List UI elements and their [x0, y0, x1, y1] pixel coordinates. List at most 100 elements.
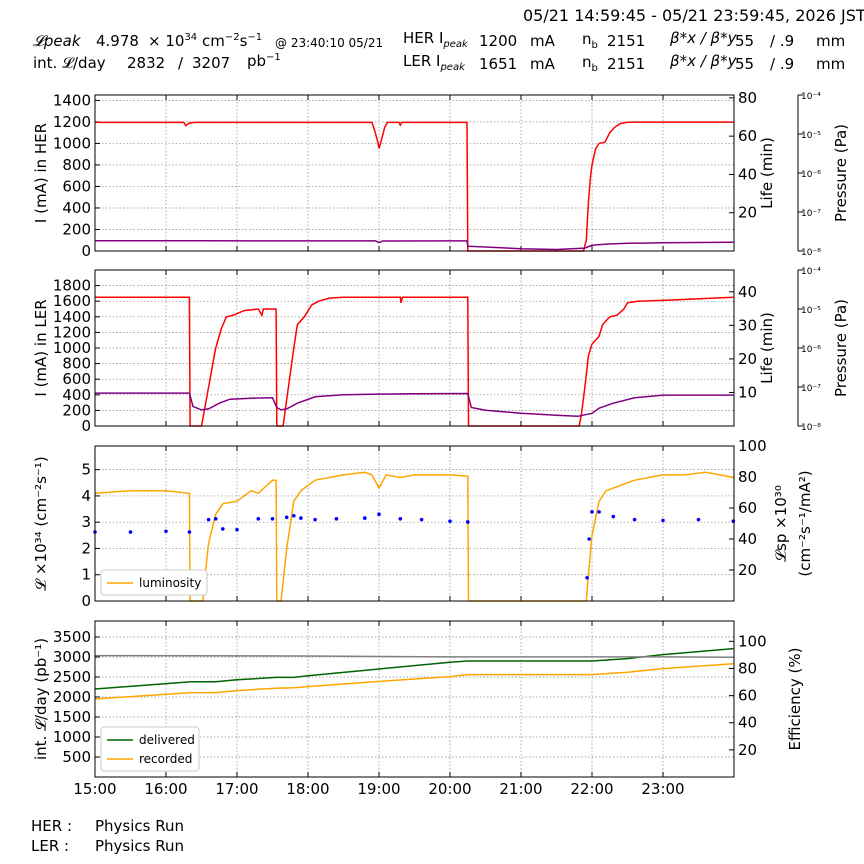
lumi-specific-point — [597, 510, 601, 514]
her-pressure-tick-label: 10⁻⁸ — [801, 248, 821, 258]
intlumi-xtick-label: 21:00 — [499, 780, 542, 798]
lumi-specific-point — [661, 518, 665, 523]
her-ytick-label: 1000 — [53, 134, 91, 152]
intlumi-xtick-label: 19:00 — [357, 780, 400, 798]
intl-unit: pb−1 — [247, 52, 281, 70]
lumi-y2label-unit: (cm⁻²s⁻¹/mA²) — [796, 470, 814, 576]
lumi-specific-point — [377, 512, 381, 516]
intlumi-ytick-label: 1500 — [53, 708, 91, 726]
her-nb-label: nb — [582, 30, 598, 51]
ler-beta-x: 55 — [735, 55, 755, 73]
her-y2label: Life (min) — [758, 137, 776, 209]
lpeak-value: 4.978 — [96, 32, 139, 50]
lumi-specific-point — [398, 517, 403, 521]
her-y2tick-label: 80 — [738, 89, 757, 107]
lumi-luminosity-line — [94, 471, 734, 602]
lumi-legend-label-luminosity: luminosity — [139, 576, 201, 590]
lumi-specific-point — [585, 575, 589, 580]
her-ytick-label: 600 — [62, 177, 91, 195]
ler-ylabel: I (mA) in LER — [32, 299, 50, 396]
ler-pressure-tick-label: 10⁻⁴ — [801, 267, 821, 277]
her-current-line — [95, 121, 734, 252]
ler-y2tick-label: 30 — [738, 316, 757, 334]
ler-ytick-label: 1800 — [53, 277, 91, 295]
lumi-y2tick-label: 80 — [738, 468, 757, 486]
ler-pressure-tick-label: 10⁻⁵ — [801, 306, 821, 316]
lumi-frame — [94, 445, 735, 602]
lumi-specific-point — [696, 517, 701, 522]
her-pressure-tick-label: 10⁻⁶ — [801, 170, 821, 180]
her-frame — [94, 94, 735, 252]
her-ylabel: I (mA) in HER — [32, 123, 50, 223]
her-beta-label: β*x / β*y — [670, 29, 737, 47]
ler-ytick-label: 400 — [62, 386, 91, 404]
intl-separator: / — [178, 54, 184, 72]
ler-ytick-label: 600 — [62, 370, 91, 388]
ler-ytick-label: 800 — [62, 355, 91, 373]
intlumi-ylabel: int. 𝓛/day (pb⁻¹) — [32, 638, 50, 760]
footer-ler-label: LER : — [31, 837, 70, 855]
intl-label: int. 𝓛/day — [33, 54, 106, 72]
lumi-specific-point — [334, 517, 339, 521]
her-nb-value: 2151 — [607, 32, 646, 50]
intlumi-y2tick-label: 80 — [738, 659, 757, 677]
her-y3label: Pressure (Pa) — [832, 124, 850, 222]
her-y2tick-label: 40 — [738, 165, 757, 183]
lumi-ytick-label: 1 — [81, 566, 91, 584]
lumi-specific-point — [419, 517, 424, 522]
intlumi-y2tick-label: 100 — [738, 632, 767, 650]
ler-y2tick-label: 10 — [738, 383, 757, 401]
lumi-specific-point — [299, 516, 303, 520]
her-peak-value: 1200 — [479, 32, 518, 50]
lumi-specific-point — [187, 530, 192, 534]
her-ytick-label: 800 — [62, 156, 91, 174]
lumi-specific-point — [363, 516, 367, 520]
intlumi-ytick-label: 500 — [62, 748, 91, 766]
intlumi-legend-label-delivered: delivered — [139, 733, 195, 747]
lumi-y2tick-label: 20 — [738, 561, 757, 579]
intlumi-efficiency-line — [94, 654, 734, 658]
lumi-specific-point — [256, 517, 261, 521]
ler-y3label: Pressure (Pa) — [832, 299, 850, 397]
ler-nb-value: 2151 — [607, 55, 646, 73]
her-beta-x: 55 — [735, 32, 755, 50]
her-ytick-label: 400 — [62, 199, 91, 217]
lpeak-label: 𝓛peak — [33, 32, 81, 50]
lumi-specific-point — [164, 529, 168, 534]
ler-ytick-label: 1000 — [53, 339, 91, 357]
her-pressure-tick-label: 10⁻⁷ — [801, 209, 821, 219]
ler-frame — [94, 269, 735, 427]
lpeak-time: @ 23:40:10 05/21 — [275, 36, 384, 50]
ler-pressure-tick-label: 10⁻⁶ — [801, 345, 821, 355]
her-peak-unit: mA — [530, 32, 555, 50]
intlumi-xtick-label: 18:00 — [286, 780, 329, 798]
ler-y2tick-label: 20 — [738, 350, 757, 368]
her-ytick-label: 200 — [62, 220, 91, 238]
ler-pressure-tick-label: 10⁻⁷ — [801, 384, 821, 394]
ler-ytick-label: 200 — [62, 401, 91, 419]
ler-peak-value: 1651 — [479, 55, 518, 73]
intlumi-xtick-label: 22:00 — [570, 780, 613, 798]
her-beta-unit: mm — [816, 32, 846, 50]
ler-beta-unit: mm — [816, 55, 846, 73]
intlumi-ytick-label: 2500 — [53, 668, 91, 686]
her-beta-y: / .9 — [770, 32, 795, 50]
lumi-specific-point — [206, 517, 211, 522]
ler-beta-y: / .9 — [770, 55, 795, 73]
intlumi-frame — [94, 620, 735, 778]
intlumi-recorded-line — [94, 662, 734, 700]
ler-peak-unit: mA — [530, 55, 555, 73]
intl-value-delivered: 2832 — [127, 54, 166, 72]
lumi-specific-point — [235, 527, 239, 532]
lumi-specific-point — [465, 520, 470, 524]
lumi-legend-box — [100, 569, 208, 596]
ler-ytick-label: 0 — [81, 417, 91, 435]
intl-value-total: 3207 — [192, 54, 231, 72]
ler-ytick-label: 1400 — [53, 308, 91, 326]
intlumi-ytick-label: 3500 — [53, 628, 91, 646]
intlumi-delivered-line — [94, 647, 734, 690]
ler-beta-label: β*x / β*y — [670, 52, 737, 70]
intlumi-xtick-label: 15:00 — [73, 780, 116, 798]
lumi-ytick-label: 5 — [81, 461, 91, 479]
